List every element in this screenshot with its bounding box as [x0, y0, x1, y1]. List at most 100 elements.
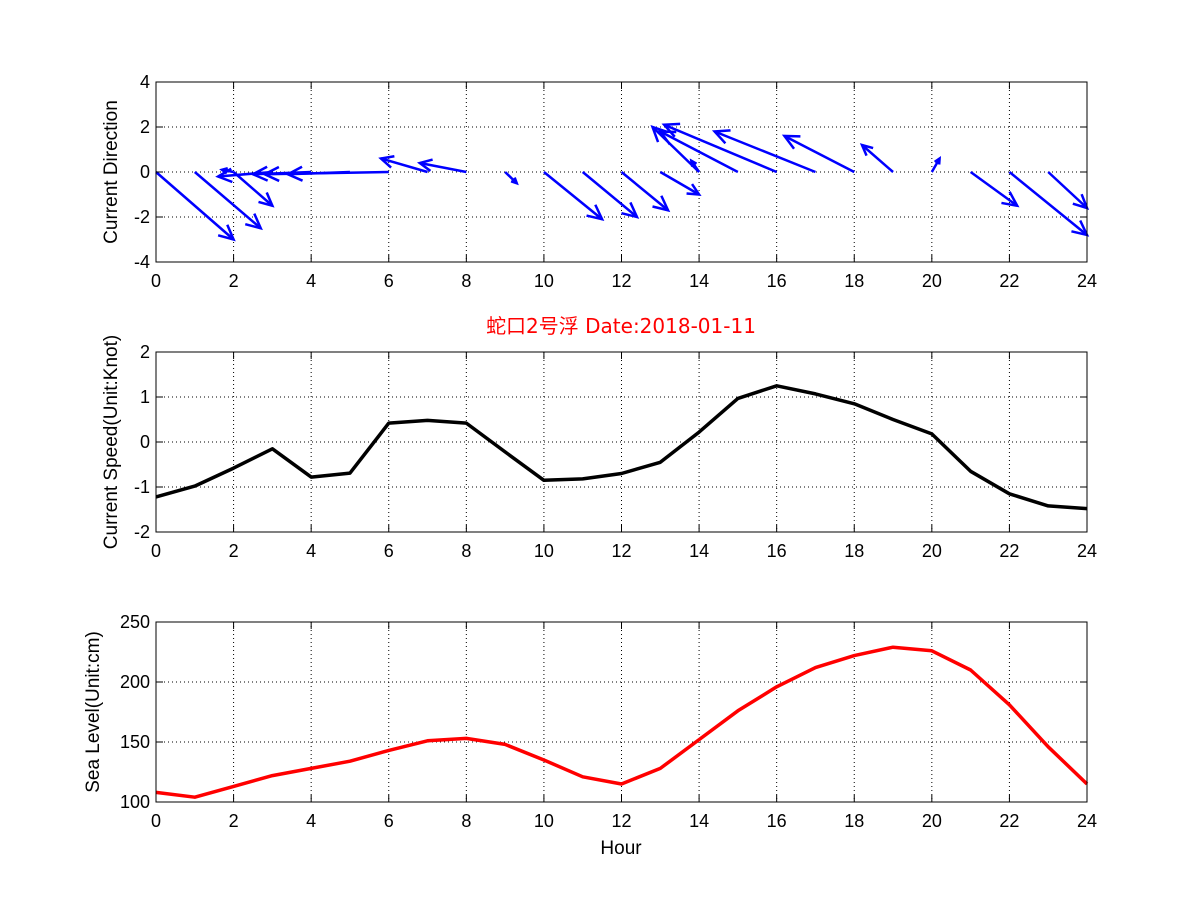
y-tick-label: 2	[140, 117, 150, 137]
x-tick-label: 0	[151, 541, 161, 561]
quiver-arrow-head	[1001, 191, 1020, 208]
quiver-arrow-shaft	[663, 123, 778, 174]
x-tick-label: 4	[306, 271, 316, 291]
y-tick-label: 150	[120, 732, 150, 752]
x-tick-label: 0	[151, 271, 161, 291]
quiver-arrow-head	[621, 201, 640, 219]
quiver-arrow-shaft	[620, 171, 669, 212]
chart-title: 蛇口2号浮 Date:2018-01-11	[486, 314, 756, 338]
y-tick-label: -1	[134, 477, 150, 497]
x-tick-label: 22	[999, 811, 1019, 831]
x-tick-label: 6	[384, 271, 394, 291]
y-tick-label: -4	[134, 252, 150, 272]
quiver-arrow-shaft	[1008, 171, 1088, 236]
x-tick-label: 18	[844, 271, 864, 291]
x-tick-label: 14	[689, 271, 709, 291]
x-tick-label: 2	[229, 541, 239, 561]
x-tick-label: 16	[767, 811, 787, 831]
quiver-arrow-head	[711, 129, 731, 145]
quiver-arrow-head	[217, 224, 236, 242]
quiver-arrow-shaft	[714, 130, 816, 174]
x-tick-label: 2	[229, 811, 239, 831]
quiver-arrow-head	[510, 177, 519, 186]
quiver-arrow-shaft	[861, 144, 894, 173]
x-tick-label: 24	[1077, 271, 1097, 291]
quiver-arrow-head	[416, 158, 433, 172]
quiver-arrow-head	[686, 183, 702, 196]
x-tick-label: 20	[922, 271, 942, 291]
x-tick-label: 12	[611, 271, 631, 291]
x-tick-label: 10	[534, 271, 554, 291]
x-tick-label: 24	[1077, 811, 1097, 831]
x-tick-label: 6	[384, 541, 394, 561]
y-tick-label: -2	[134, 207, 150, 227]
y-tick-label: 100	[120, 792, 150, 812]
quiver-arrow-head	[859, 143, 874, 157]
quiver-arrow-head	[586, 204, 605, 222]
y-tick-label: 0	[140, 162, 150, 182]
quiver-arrow-head	[258, 192, 275, 208]
x-tick-label: 8	[461, 811, 471, 831]
quiver-arrow-shaft	[659, 130, 739, 174]
x-axis-label: Hour	[600, 838, 642, 859]
quiver-arrow-head	[661, 122, 681, 138]
quiver-arrow-head	[215, 167, 233, 184]
x-tick-label: 4	[306, 541, 316, 561]
x-tick-label: 10	[534, 541, 554, 561]
quiver-arrow-head	[250, 165, 269, 182]
quiver-arrow-shaft	[155, 171, 235, 241]
x-tick-label: 18	[844, 811, 864, 831]
quiver-arrow-shaft	[659, 170, 700, 196]
sea-level-line	[155, 645, 1089, 799]
x-tick-label: 14	[689, 541, 709, 561]
quiver-arrow-shaft	[581, 171, 638, 218]
y-axis-label: Current Direction	[101, 100, 122, 244]
x-tick-label: 10	[534, 811, 554, 831]
x-tick-label: 16	[767, 541, 787, 561]
quiver-arrow-shaft	[783, 134, 855, 174]
y-tick-label: 250	[120, 612, 150, 632]
x-tick-label: 8	[461, 541, 471, 561]
y-tick-label: 2	[140, 342, 150, 362]
y-tick-label: 1	[140, 387, 150, 407]
x-tick-label: 6	[384, 811, 394, 831]
x-tick-label: 18	[844, 541, 864, 561]
quiver-arrow-shaft	[1047, 171, 1088, 209]
quiver-arrow-shaft	[264, 170, 389, 176]
x-tick-label: 12	[611, 541, 631, 561]
x-tick-label: 0	[151, 811, 161, 831]
quiver-arrow-shaft	[232, 171, 274, 207]
x-tick-label: 8	[461, 271, 471, 291]
quiver-arrow-shaft	[419, 161, 467, 174]
current-speed-line	[155, 384, 1088, 511]
quiver-arrow-shaft	[380, 157, 428, 174]
quiver-arrow-head	[933, 156, 942, 165]
x-tick-label: 12	[611, 811, 631, 831]
quiver-arrow-shaft	[969, 170, 1018, 207]
y-tick-label: 200	[120, 672, 150, 692]
x-tick-label: 2	[229, 271, 239, 291]
y-axis-label: Current Speed(Unit:Knot)	[101, 335, 122, 549]
y-tick-label: -2	[134, 522, 150, 542]
quiver-arrow-shaft	[543, 171, 603, 221]
quiver-arrow-shaft	[193, 171, 262, 230]
y-axis-label: Sea Level(Unit:cm)	[83, 631, 104, 793]
quiver-arrow-head	[378, 155, 395, 169]
x-tick-label: 24	[1077, 541, 1097, 561]
x-tick-label: 16	[767, 271, 787, 291]
quiver-arrow-shaft	[651, 126, 700, 173]
y-tick-label: 0	[140, 432, 150, 452]
x-tick-label: 4	[306, 811, 316, 831]
quiver-arrow-head	[652, 195, 671, 213]
y-tick-label: 4	[140, 72, 150, 92]
x-tick-label: 20	[922, 811, 942, 831]
x-tick-label: 22	[999, 541, 1019, 561]
x-tick-label: 14	[689, 811, 709, 831]
quiver-arrow-head	[781, 134, 801, 150]
x-tick-label: 20	[922, 541, 942, 561]
quiver-arrow-head	[261, 165, 280, 183]
